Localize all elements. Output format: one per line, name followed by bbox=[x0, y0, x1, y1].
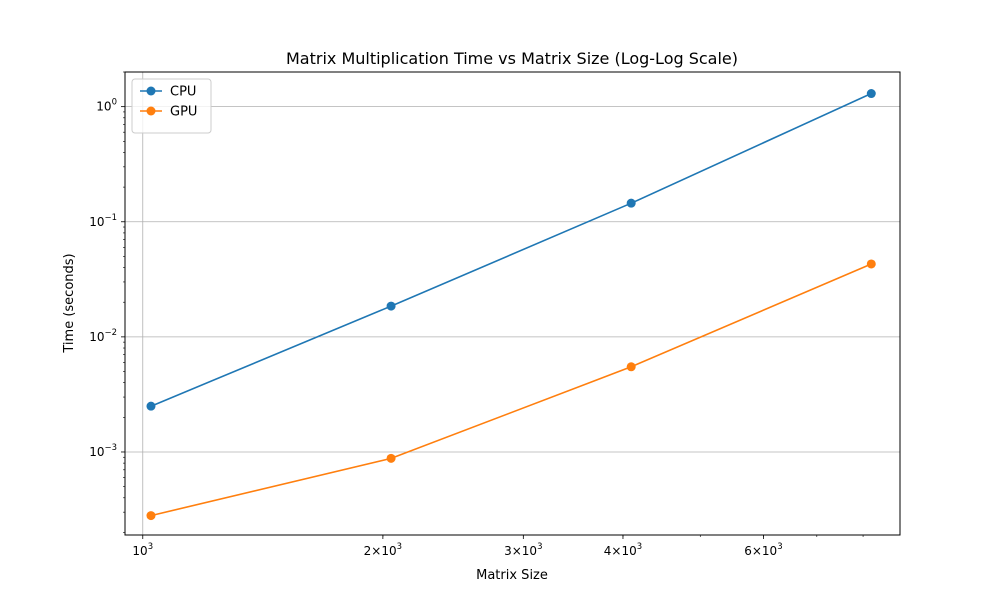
series-line-cpu bbox=[150, 92, 872, 407]
y-tick-label: 10−1 bbox=[89, 213, 117, 229]
legend-item-cpu: CPU bbox=[140, 85, 196, 100]
legend-swatch-marker bbox=[146, 86, 156, 96]
grid-lines bbox=[125, 72, 900, 535]
x-tick-label: 6×103 bbox=[744, 542, 782, 558]
x-tick-label: 3×103 bbox=[504, 542, 542, 558]
y-tick-label: 10−2 bbox=[89, 328, 117, 344]
legend-swatch-marker bbox=[146, 106, 156, 116]
series-line-gpu bbox=[150, 263, 872, 517]
data-point-gpu bbox=[386, 453, 396, 463]
y-axis-title: Time (seconds) bbox=[62, 253, 77, 353]
legend-label-gpu: GPU bbox=[170, 105, 197, 120]
data-point-gpu bbox=[626, 362, 636, 372]
series-layer bbox=[146, 89, 876, 521]
series-gpu bbox=[146, 259, 876, 521]
data-point-gpu bbox=[866, 259, 876, 269]
data-point-cpu bbox=[866, 89, 876, 99]
tick-labels: 103 2×103 3×103 4×103 6×103 10−3 10−2 10−1 100 bbox=[89, 98, 782, 558]
plot-frame bbox=[124, 71, 901, 536]
data-point-cpu bbox=[626, 198, 636, 208]
legend-label-cpu: CPU bbox=[170, 85, 196, 100]
legend-item-gpu: GPU bbox=[140, 105, 197, 120]
x-tick-label: 4×103 bbox=[604, 542, 642, 558]
data-point-cpu bbox=[146, 401, 156, 411]
x-tick-label: 103 bbox=[132, 542, 153, 558]
data-point-gpu bbox=[146, 511, 156, 521]
tick-marks bbox=[121, 106, 764, 539]
x-tick-label: 2×103 bbox=[364, 542, 402, 558]
series-cpu bbox=[146, 89, 876, 411]
data-point-cpu bbox=[386, 301, 396, 311]
chart-title: Matrix Multiplication Time vs Matrix Siz… bbox=[286, 49, 738, 68]
legend: CPU GPU bbox=[131, 78, 212, 134]
y-tick-label: 100 bbox=[96, 98, 117, 114]
x-axis-title: Matrix Size bbox=[476, 568, 548, 583]
y-tick-label: 10−3 bbox=[89, 443, 117, 459]
